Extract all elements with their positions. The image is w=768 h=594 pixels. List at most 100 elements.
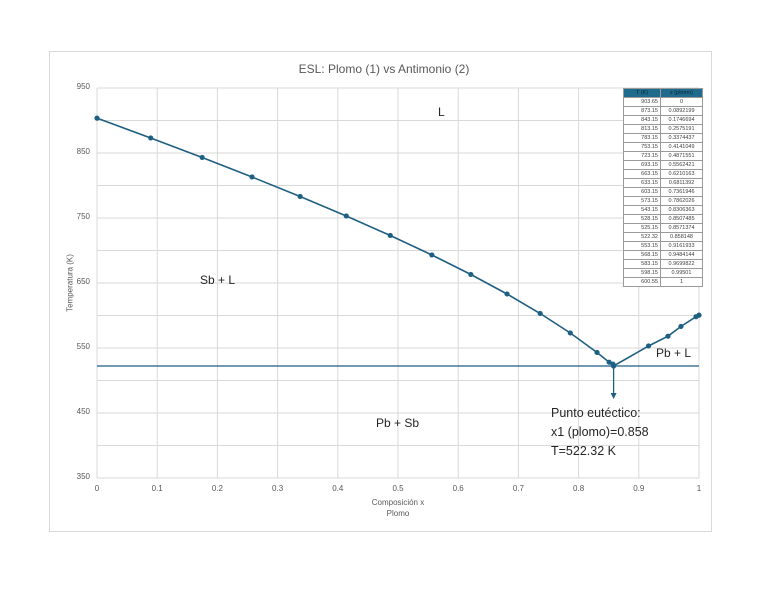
data-point [343, 213, 349, 219]
data-point [594, 349, 600, 356]
table-cell-composition: 0 [660, 97, 703, 107]
table-cell-temperature: 598.15 [623, 268, 661, 278]
table-cell-composition: 0.99501 [660, 268, 703, 278]
y-tick-label: 550 [76, 342, 90, 351]
table-cell-temperature: 583.15 [623, 259, 661, 269]
table-row: 843.15 0.1746694 [623, 115, 703, 125]
table-row: 598.15 0.99501 [623, 268, 703, 278]
table-cell-composition: 1 [660, 277, 703, 287]
table-cell-temperature: 633.15 [623, 178, 661, 188]
x-tick-label: 0.5 [392, 484, 404, 493]
table-cell-temperature: 843.15 [623, 115, 661, 125]
table-cell-temperature: 873.15 [623, 106, 661, 116]
gridlines [96, 87, 700, 479]
x-tick-label: 0.8 [573, 484, 585, 493]
table-row: 633.15 0.6811392 [623, 178, 703, 188]
table-row: 813.15 0.2575191 [623, 124, 703, 134]
y-tick-label: 750 [76, 212, 90, 221]
y-tick-label: 650 [76, 277, 90, 286]
data-point [645, 343, 652, 349]
data-point [537, 310, 543, 317]
table-row: 753.15 0.4141049 [623, 142, 703, 152]
y-tick-label: 850 [76, 147, 90, 156]
data-point [94, 115, 100, 121]
table-cell-temperature: 553.15 [623, 241, 661, 251]
table-cell-temperature: 663.15 [623, 169, 661, 179]
data-point [148, 135, 154, 141]
table-cell-temperature: 783.15 [623, 133, 661, 143]
table-cell-composition: 0.9484144 [660, 250, 703, 260]
table-row: 583.15 0.9699822 [623, 259, 703, 269]
y-axis-title: Temperatura (K) [65, 254, 75, 312]
data-point [249, 174, 255, 180]
table-row: 603.15 0.7361946 [623, 187, 703, 197]
table-cell-composition: 0.4871551 [660, 151, 703, 161]
data-table-header: T (K) z (plomo) [623, 88, 703, 98]
table-header-temperature: T (K) [623, 88, 661, 98]
eutectic-arrow-head-icon [610, 392, 617, 399]
table-cell-temperature: 813.15 [623, 124, 661, 134]
x-axis-title: Composición x Plomo [348, 497, 448, 519]
table-cell-temperature: 522.32 [623, 232, 661, 242]
data-point [567, 330, 573, 336]
y-tick-label: 450 [76, 407, 90, 416]
table-cell-temperature: 525.15 [623, 223, 661, 233]
region-label-sb-l: Sb + L [200, 273, 236, 287]
table-cell-composition: 0.4141049 [660, 142, 703, 152]
region-label-pb-l: Pb + L [656, 346, 692, 360]
eutectic-annotation-line3: T=522.32 K [551, 444, 616, 458]
x-tick-label: 0.2 [211, 484, 223, 493]
x-tick-label: 0.3 [272, 484, 284, 493]
eutectic-annotation-line1: Punto eutéctico: [551, 406, 641, 420]
x-tick-label: 0.4 [332, 484, 344, 493]
table-header-composition: z (plomo) [660, 88, 703, 98]
x-axis-title-line1: Composición x [371, 498, 425, 507]
x-tick-label: 0.7 [512, 484, 524, 493]
table-cell-composition: 0.2575191 [660, 124, 703, 134]
table-cell-composition: 0.5562421 [660, 160, 703, 170]
data-point [387, 232, 393, 239]
table-cell-composition: 0.6811392 [660, 178, 703, 188]
table-cell-composition: 0.858148 [660, 232, 703, 242]
table-cell-composition: 0.8306363 [660, 205, 703, 215]
table-cell-temperature: 903.65 [623, 97, 661, 107]
data-table: T (K) z (plomo) 903.65 0 873.15 0.0892199 843… [623, 88, 703, 287]
x-axis-title-line2: Plomo [386, 509, 410, 518]
table-cell-temperature: 573.15 [623, 196, 661, 206]
table-cell-composition: 0.7862026 [660, 196, 703, 206]
liquidus-series [94, 115, 702, 399]
x-tick-label: 0.1 [151, 484, 163, 493]
table-row: 543.15 0.8306363 [623, 205, 703, 215]
x-tick-label: 0 [94, 484, 100, 493]
table-cell-temperature: 753.15 [623, 142, 661, 152]
table-row: 663.15 0.6210163 [623, 169, 703, 179]
table-cell-temperature: 723.15 [623, 151, 661, 161]
x-tick-label: 1 [696, 484, 702, 493]
table-cell-composition: 0.7361946 [660, 187, 703, 197]
table-cell-composition: 0.3374437 [660, 133, 703, 143]
table-cell-composition: 0.1746694 [660, 115, 703, 125]
table-cell-composition: 0.6210163 [660, 169, 703, 179]
data-point [468, 271, 474, 278]
table-cell-composition: 0.8571374 [660, 223, 703, 233]
table-row: 553.15 0.9161933 [623, 241, 703, 251]
x-tick-label: 0.9 [633, 484, 645, 493]
table-row: 525.15 0.8571374 [623, 223, 703, 233]
table-row: 522.32 0.858148 [623, 232, 703, 242]
table-row: 903.65 0 [623, 97, 703, 107]
eutectic-annotation-line2: x1 (plomo)=0.858 [551, 425, 649, 439]
eutectic-annotation: Punto eutéctico: x1 (plomo)=0.858 T=522.… [551, 404, 649, 461]
table-row: 723.15 0.4871551 [623, 151, 703, 161]
table-row: 528.15 0.8507485 [623, 214, 703, 224]
y-tick-label: 950 [76, 82, 90, 91]
chart-area [49, 51, 712, 532]
table-row: 693.15 0.5562421 [623, 160, 703, 170]
table-row: 600.55 1 [623, 277, 703, 287]
table-cell-temperature: 603.15 [623, 187, 661, 197]
table-cell-composition: 0.0892199 [660, 106, 703, 116]
region-label-liquid: L [438, 105, 445, 119]
table-row: 573.15 0.7862026 [623, 196, 703, 206]
y-tick-label: 350 [76, 472, 90, 481]
table-cell-composition: 0.8507485 [660, 214, 703, 224]
